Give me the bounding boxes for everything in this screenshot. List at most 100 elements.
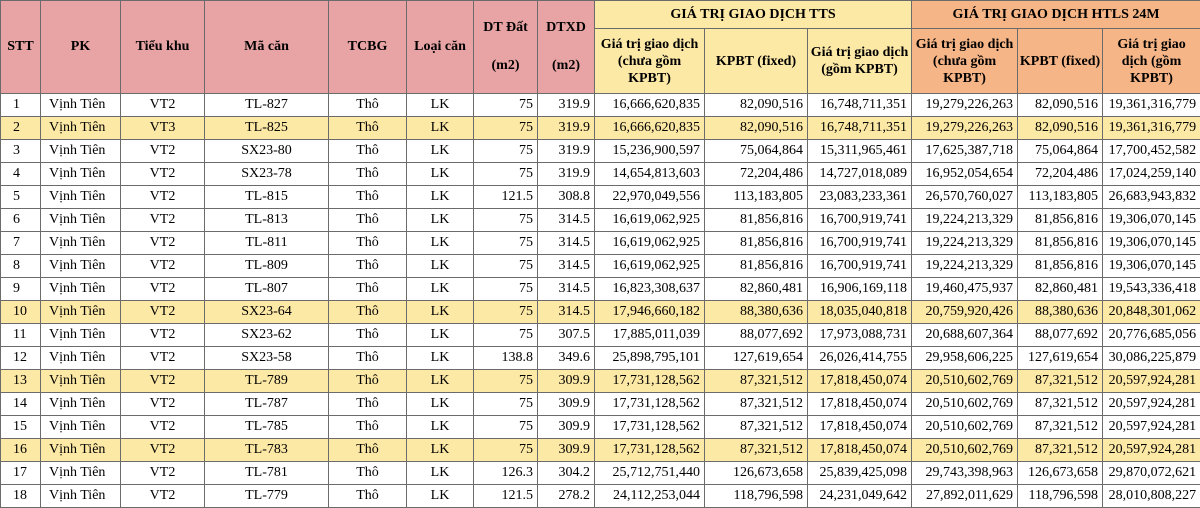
cell-tieu-khu: VT2 [121,370,205,393]
cell-pk: Vịnh Tiên [41,117,121,140]
cell-pk: Vịnh Tiên [41,163,121,186]
cell-loai-can: LK [407,462,474,485]
cell-htls-kpbt: 88,077,692 [1018,324,1103,347]
cell-loai-can: LK [407,117,474,140]
cell-htls-kpbt: 127,619,654 [1018,347,1103,370]
cell-tts-kpbt: 82,860,481 [705,278,808,301]
cell-tts-kpbt: 72,204,486 [705,163,808,186]
header-dtxd-label: DTXD [538,20,594,40]
cell-htls-gt-chua: 20,510,602,769 [912,393,1018,416]
cell-loai-can: LK [407,163,474,186]
header-dt-dat: DT Đất (m2) [474,1,538,94]
cell-tts-kpbt: 87,321,512 [705,416,808,439]
cell-dt-dat: 75 [474,439,538,462]
cell-tts-kpbt: 126,673,658 [705,462,808,485]
cell-tieu-khu: VT2 [121,324,205,347]
cell-pk: Vịnh Tiên [41,439,121,462]
cell-stt: 17 [1,462,41,485]
cell-pk: Vịnh Tiên [41,324,121,347]
cell-ma-can: TL-779 [205,485,329,508]
cell-dt-dat: 75 [474,209,538,232]
cell-dtxd: 314.5 [538,209,595,232]
cell-htls-gt-chua: 20,510,602,769 [912,439,1018,462]
cell-htls-gt-chua: 20,759,920,426 [912,301,1018,324]
cell-htls-gt-gom: 19,306,070,145 [1103,255,1200,278]
cell-tts-gt-chua: 17,731,128,562 [595,416,705,439]
cell-tts-gt-gom: 26,026,414,755 [808,347,912,370]
cell-dtxd: 314.5 [538,255,595,278]
cell-ma-can: TL-827 [205,94,329,117]
cell-tts-kpbt: 82,090,516 [705,117,808,140]
cell-htls-gt-chua: 20,510,602,769 [912,370,1018,393]
cell-tieu-khu: VT2 [121,186,205,209]
cell-htls-kpbt: 87,321,512 [1018,416,1103,439]
cell-tcbg: Thô [329,347,407,370]
cell-tcbg: Thô [329,140,407,163]
cell-loai-can: LK [407,278,474,301]
group-header-htls: GIÁ TRỊ GIAO DỊCH HTLS 24M [912,1,1200,29]
cell-htls-kpbt: 81,856,816 [1018,255,1103,278]
cell-ma-can: TL-787 [205,393,329,416]
cell-tcbg: Thô [329,117,407,140]
header-htls-kpbt: KPBT (fixed) [1018,29,1103,94]
cell-stt: 5 [1,186,41,209]
cell-stt: 12 [1,347,41,370]
cell-pk: Vịnh Tiên [41,255,121,278]
cell-dtxd: 319.9 [538,163,595,186]
cell-tts-gt-chua: 22,970,049,556 [595,186,705,209]
cell-htls-kpbt: 126,673,658 [1018,462,1103,485]
cell-tts-gt-chua: 16,619,062,925 [595,255,705,278]
cell-tts-gt-chua: 16,619,062,925 [595,232,705,255]
cell-htls-gt-gom: 20,597,924,281 [1103,370,1200,393]
cell-htls-gt-chua: 20,688,607,364 [912,324,1018,347]
header-dtxd-unit: (m2) [538,58,594,74]
cell-loai-can: LK [407,232,474,255]
cell-dt-dat: 75 [474,278,538,301]
cell-ma-can: TL-809 [205,255,329,278]
cell-tts-gt-chua: 17,946,660,182 [595,301,705,324]
cell-ma-can: TL-785 [205,416,329,439]
cell-tcbg: Thô [329,416,407,439]
header-tts-gt-gom: Giá trị giao dịch (gồm KPBT) [808,29,912,94]
cell-ma-can: TL-783 [205,439,329,462]
cell-pk: Vịnh Tiên [41,485,121,508]
cell-pk: Vịnh Tiên [41,186,121,209]
cell-tts-gt-gom: 16,906,169,118 [808,278,912,301]
cell-tts-kpbt: 81,856,816 [705,232,808,255]
cell-htls-kpbt: 81,856,816 [1018,209,1103,232]
cell-tts-gt-gom: 17,818,450,074 [808,416,912,439]
cell-dtxd: 319.9 [538,140,595,163]
cell-tcbg: Thô [329,370,407,393]
cell-tieu-khu: VT2 [121,301,205,324]
cell-tieu-khu: VT2 [121,485,205,508]
cell-tts-gt-gom: 24,231,049,642 [808,485,912,508]
cell-dt-dat: 75 [474,301,538,324]
cell-loai-can: LK [407,186,474,209]
cell-dtxd: 308.8 [538,186,595,209]
cell-tts-gt-gom: 16,700,919,741 [808,232,912,255]
cell-dt-dat: 75 [474,324,538,347]
cell-htls-gt-gom: 29,870,072,621 [1103,462,1200,485]
cell-tts-kpbt: 127,619,654 [705,347,808,370]
cell-htls-gt-chua: 16,952,054,654 [912,163,1018,186]
cell-htls-kpbt: 72,204,486 [1018,163,1103,186]
cell-stt: 9 [1,278,41,301]
cell-tcbg: Thô [329,232,407,255]
cell-dt-dat: 75 [474,117,538,140]
cell-tts-gt-chua: 24,112,253,044 [595,485,705,508]
cell-htls-gt-chua: 19,224,213,329 [912,209,1018,232]
cell-tcbg: Thô [329,324,407,347]
cell-htls-kpbt: 82,090,516 [1018,94,1103,117]
cell-htls-kpbt: 81,856,816 [1018,232,1103,255]
cell-htls-kpbt: 118,796,598 [1018,485,1103,508]
cell-tts-kpbt: 75,064,864 [705,140,808,163]
cell-pk: Vịnh Tiên [41,416,121,439]
cell-htls-gt-gom: 20,597,924,281 [1103,439,1200,462]
cell-htls-kpbt: 113,183,805 [1018,186,1103,209]
